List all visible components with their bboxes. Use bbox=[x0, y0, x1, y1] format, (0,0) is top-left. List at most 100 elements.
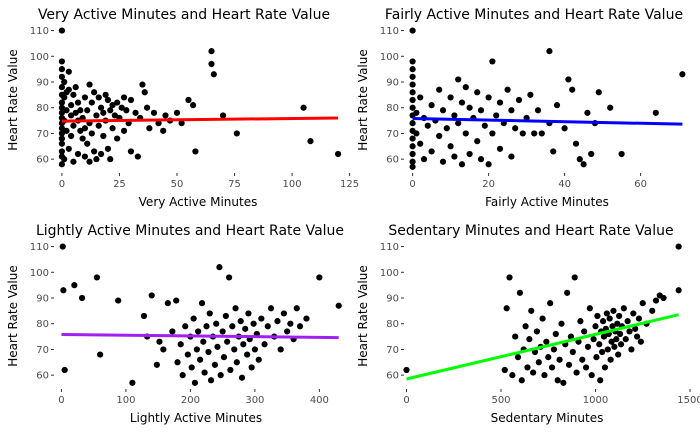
data-point bbox=[632, 325, 639, 332]
plot-area: 60 70 80 90 100 110 0 500 1000 1500 bbox=[380, 242, 700, 406]
data-point bbox=[184, 351, 191, 358]
data-point bbox=[244, 351, 251, 358]
data-point bbox=[443, 125, 450, 132]
data-point bbox=[70, 122, 77, 129]
data-point bbox=[541, 372, 548, 379]
data-point bbox=[633, 333, 641, 340]
y-axis-label: Heart Rate Value bbox=[6, 265, 20, 367]
data-point bbox=[477, 107, 485, 114]
y-axis-label: Heart Rate Value bbox=[6, 49, 20, 151]
x-axis-label: Very Active Minutes bbox=[139, 195, 258, 209]
data-point bbox=[251, 346, 258, 353]
panel-very-active: Very Active Minutes and Heart Rate Value… bbox=[6, 7, 359, 209]
data-point bbox=[255, 356, 262, 363]
data-point bbox=[567, 333, 575, 340]
panel-lightly-active: Lightly Active Minutes and Heart Rate Va… bbox=[6, 223, 344, 425]
data-point bbox=[595, 89, 602, 96]
data-point bbox=[515, 96, 523, 104]
x-tick-label: 500 bbox=[491, 395, 510, 406]
data-point bbox=[528, 307, 535, 314]
data-point bbox=[68, 132, 75, 140]
data-point bbox=[233, 359, 240, 366]
y-tick-label: 100 bbox=[380, 52, 399, 63]
data-point bbox=[123, 107, 130, 114]
data-point bbox=[604, 346, 611, 353]
data-point bbox=[70, 158, 77, 165]
data-point bbox=[169, 328, 176, 335]
data-point bbox=[588, 150, 595, 158]
trend-line bbox=[406, 313, 680, 381]
data-point bbox=[485, 161, 492, 168]
data-point bbox=[232, 305, 239, 312]
data-point bbox=[293, 305, 300, 312]
data-point bbox=[91, 148, 98, 155]
data-point bbox=[550, 148, 557, 155]
data-point bbox=[451, 153, 458, 160]
data-point bbox=[447, 143, 454, 150]
data-point bbox=[514, 354, 522, 361]
data-point bbox=[622, 336, 629, 343]
data-point bbox=[162, 112, 169, 119]
data-point bbox=[409, 27, 416, 34]
data-point bbox=[233, 130, 240, 137]
data-point bbox=[65, 68, 72, 75]
data-point bbox=[150, 109, 158, 116]
panel-title: Very Active Minutes and Heart Rate Value bbox=[38, 7, 330, 23]
panel-sedentary: Sedentary Minutes and Heart Rate Value S… bbox=[356, 223, 700, 425]
data-point bbox=[91, 89, 98, 96]
data-point bbox=[238, 374, 246, 381]
data-point bbox=[652, 297, 660, 304]
data-point bbox=[599, 318, 607, 325]
x-tick-label: 400 bbox=[310, 395, 329, 406]
data-point bbox=[424, 122, 431, 129]
data-point bbox=[240, 341, 247, 348]
data-point bbox=[207, 377, 215, 384]
data-point bbox=[296, 323, 304, 330]
data-point bbox=[70, 91, 77, 98]
data-point bbox=[420, 156, 428, 163]
data-point bbox=[107, 107, 114, 114]
data-point bbox=[174, 359, 181, 366]
data-point bbox=[615, 351, 622, 358]
data-point bbox=[506, 274, 513, 281]
data-point bbox=[409, 96, 416, 104]
data-point bbox=[58, 161, 66, 168]
y-tick-label: 70 bbox=[36, 345, 49, 356]
data-point bbox=[191, 379, 199, 386]
data-point bbox=[436, 132, 443, 140]
data-point bbox=[65, 145, 72, 152]
data-point bbox=[220, 354, 228, 361]
y-tick-label: 110 bbox=[380, 26, 399, 37]
data-point bbox=[572, 140, 580, 147]
data-point bbox=[535, 359, 542, 366]
data-point bbox=[58, 84, 66, 91]
data-point bbox=[132, 109, 139, 116]
data-point bbox=[93, 112, 100, 119]
data-point bbox=[118, 104, 125, 111]
data-point bbox=[58, 148, 66, 155]
data-point bbox=[608, 338, 615, 345]
data-point bbox=[569, 348, 576, 356]
data-point bbox=[58, 125, 66, 132]
data-point bbox=[639, 300, 646, 307]
y-axis-label: Heart Rate Value bbox=[356, 265, 370, 367]
data-point bbox=[439, 107, 447, 114]
data-point bbox=[316, 274, 323, 281]
data-point bbox=[206, 310, 213, 317]
data-point bbox=[225, 274, 233, 281]
data-point bbox=[586, 305, 593, 312]
data-point bbox=[81, 94, 89, 101]
data-point bbox=[81, 125, 89, 132]
y-axis-label: Heart Rate Value bbox=[356, 49, 370, 151]
data-point bbox=[413, 109, 420, 116]
data-point bbox=[213, 320, 220, 327]
x-tick-label: 75 bbox=[228, 179, 241, 190]
data-point bbox=[564, 289, 571, 296]
data-point bbox=[606, 315, 613, 322]
data-point bbox=[107, 156, 114, 163]
data-point bbox=[61, 366, 68, 374]
data-point bbox=[188, 364, 195, 371]
data-point bbox=[428, 102, 435, 109]
data-point bbox=[177, 341, 184, 348]
